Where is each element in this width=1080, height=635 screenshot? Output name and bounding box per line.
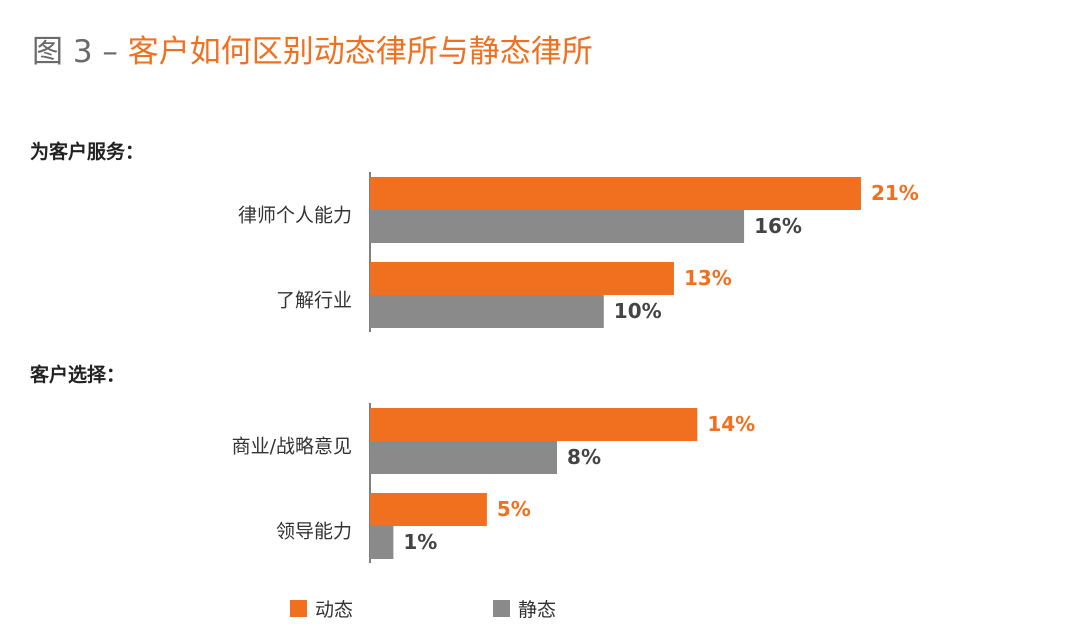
legend-item-dynamic: 动态 [290, 595, 353, 622]
bar-static [370, 295, 604, 328]
bar-static [370, 526, 394, 559]
figure-title: 客户如何区别动态律所与静态律所 [127, 34, 593, 70]
bar-dynamic [370, 408, 698, 441]
legend-swatch-static [493, 600, 510, 617]
bar-dynamic [370, 262, 674, 295]
data-label-dynamic: 21% [871, 181, 919, 205]
legend-item-static: 静态 [493, 595, 556, 622]
category-label: 商业/战略意见 [232, 436, 352, 458]
bar-static [370, 441, 558, 474]
bar-dynamic [370, 177, 861, 210]
category-label: 领导能力 [276, 521, 352, 543]
data-label-dynamic: 14% [707, 412, 755, 436]
category-label: 了解行业 [276, 290, 352, 312]
legend-label-static: 静态 [518, 599, 557, 621]
bar-static [370, 210, 745, 243]
chart-title: 图 3 – 客户如何区别动态律所与静态律所 [32, 30, 593, 74]
category-label: 律师个人能力 [238, 205, 352, 227]
legend-label-dynamic: 动态 [315, 599, 354, 621]
data-label-static: 8% [567, 445, 601, 469]
group-header: 为客户服务： [30, 140, 144, 163]
data-label-static: 16% [754, 214, 802, 238]
data-label-static: 1% [403, 530, 437, 554]
group-header: 客户选择： [30, 363, 125, 386]
data-label-dynamic: 13% [684, 266, 732, 290]
data-label-dynamic: 5% [497, 497, 531, 521]
legend-swatch-dynamic [290, 600, 307, 617]
bar-dynamic [370, 493, 487, 526]
data-label-static: 10% [614, 299, 662, 323]
figure-number: 图 3 – [32, 34, 128, 70]
